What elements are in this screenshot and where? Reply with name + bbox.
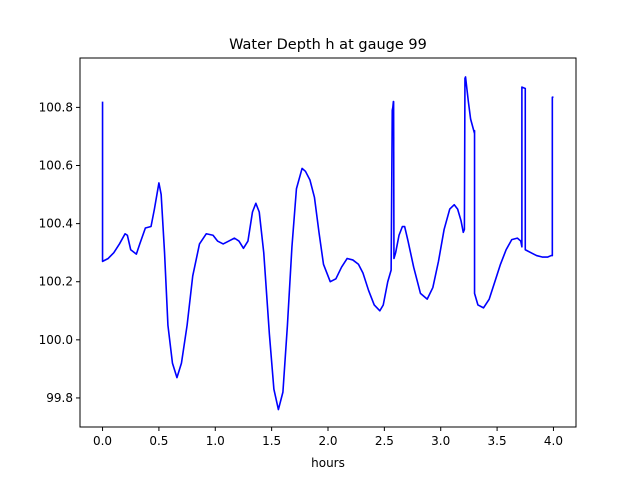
x-tick-label: 0.5 — [149, 434, 168, 448]
series-layer — [101, 76, 554, 411]
x-axis-title: hours — [311, 456, 345, 470]
x-tick-label: 3.5 — [488, 434, 507, 448]
x-axis-ticks: 0.0 0.5 1.0 1.5 2.0 2.5 3.0 3.5 4.0 — [93, 427, 563, 448]
x-tick-label: 4.0 — [544, 434, 563, 448]
x-tick-label: 1.5 — [262, 434, 281, 448]
y-tick-label: 100.6 — [39, 159, 73, 173]
y-axis-ticks: 99.8 100.0 100.2 100.4 100.6 100.8 — [39, 100, 80, 405]
y-tick-label: 99.8 — [46, 391, 73, 405]
y-tick-label: 100.0 — [39, 333, 73, 347]
x-tick-label: 3.0 — [431, 434, 450, 448]
x-tick-label: 2.5 — [375, 434, 394, 448]
y-tick-label: 100.4 — [39, 217, 73, 231]
x-tick-label: 1.0 — [206, 434, 225, 448]
y-tick-label: 100.8 — [39, 100, 73, 114]
chart-title: Water Depth h at gauge 99 — [229, 37, 427, 53]
series-line — [101, 76, 554, 411]
y-tick-label: 100.2 — [39, 275, 73, 289]
plot-area — [80, 58, 576, 427]
x-tick-label: 2.0 — [318, 434, 337, 448]
x-tick-label: 0.0 — [93, 434, 112, 448]
